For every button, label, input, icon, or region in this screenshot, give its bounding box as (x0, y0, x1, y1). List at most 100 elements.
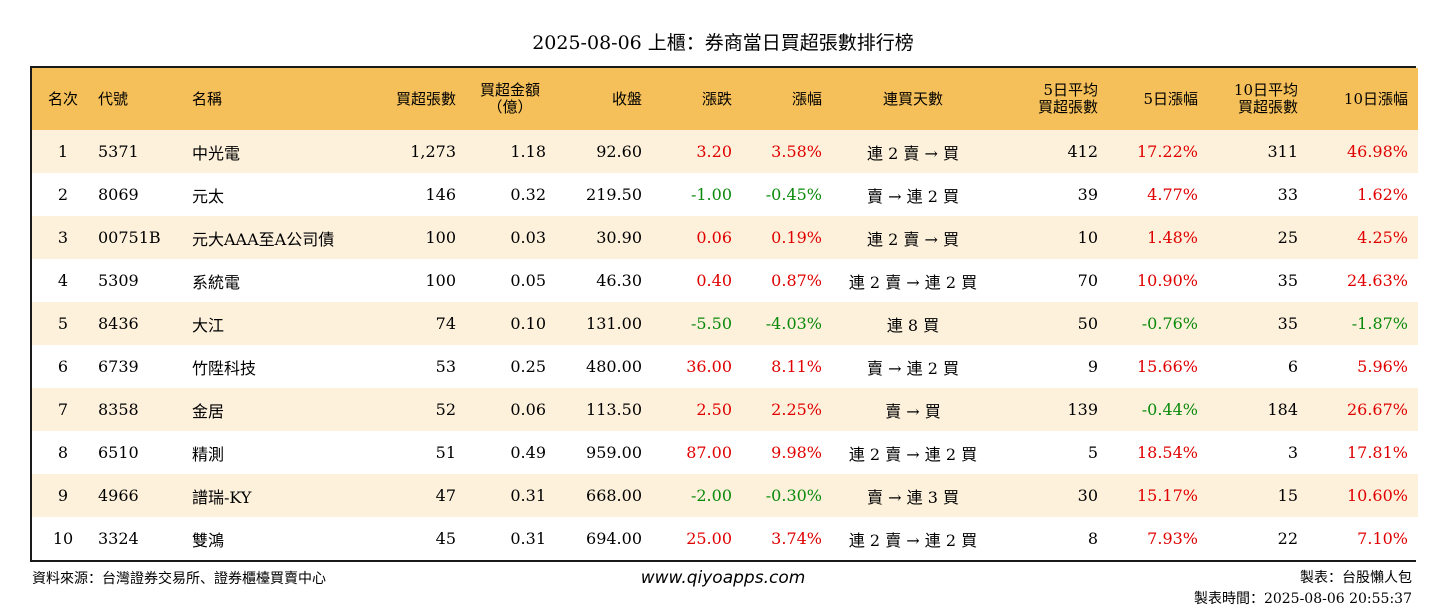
cell-chg5: 15.66% (1136, 357, 1198, 376)
website-link[interactable]: www.qiyoapps.com (640, 568, 806, 588)
cell-avg10: 184 (1267, 400, 1298, 419)
cell-change: 0.06 (696, 228, 732, 247)
cell-net-buy-amount: 0.31 (510, 486, 546, 505)
col-header-avg5-line2: 買超張數 (1037, 98, 1098, 116)
cell-rank: 5 (57, 314, 69, 333)
col-header-avg10-line1: 10日平均 (1233, 81, 1298, 99)
col-header-chg5: 5日漲幅 (1143, 89, 1198, 108)
cell-avg5: 8 (1087, 529, 1098, 548)
cell-net-buy-lots: 52 (435, 400, 456, 419)
table-row: 8 6510 精測 51 0.49 959.00 87.00 9.98% 連 2 賣 → 連 2… (32, 431, 1418, 474)
cell-code: 5309 (98, 271, 139, 290)
cell-change-pct: 0.87% (771, 271, 822, 290)
cell-close: 219.50 (586, 185, 642, 204)
cell-close: 668.00 (586, 486, 642, 505)
cell-name: 譜瑞-KY (192, 487, 252, 507)
cell-chg5: 15.17% (1136, 486, 1198, 505)
cell-consecutive-days: 賣 → 連 3 買 (867, 487, 959, 507)
col-header-rank: 名次 (47, 89, 78, 108)
col-header-chg10: 10日漲幅 (1343, 89, 1408, 108)
cell-code: 8069 (98, 185, 139, 204)
cell-avg5: 412 (1067, 142, 1098, 161)
cell-rank: 1 (57, 142, 69, 161)
cell-close: 113.50 (586, 400, 642, 419)
col-header-net-buy-amount: 買超金額 （億） (460, 68, 560, 130)
cell-consecutive-days: 連 2 賣 → 買 (867, 143, 959, 163)
cell-net-buy-lots: 51 (435, 443, 456, 462)
cell-consecutive-days: 賣 → 買 (885, 401, 941, 421)
cell-net-buy-amount: 0.10 (510, 314, 546, 333)
col-header-avg10-line2: 買超張數 (1237, 98, 1298, 116)
cell-chg5: 10.90% (1136, 271, 1198, 290)
cell-change: -5.50 (690, 314, 732, 333)
cell-chg10: 24.63% (1346, 271, 1408, 290)
cell-chg5: -0.44% (1141, 400, 1198, 419)
ranking-table: 名次 代號 名稱 買超張數 買超金額 （億） 收盤 漲跌 漲幅 連買天數 5日平… (32, 68, 1418, 560)
cell-change: 36.00 (686, 357, 732, 376)
cell-chg10: 46.98% (1346, 142, 1408, 161)
footer-credits: 製表：台股懶人包 製表時間：2025-08-06 20:55:37 (1194, 568, 1412, 610)
cell-change-pct: 3.74% (771, 529, 822, 548)
cell-name: 大江 (192, 315, 225, 335)
cell-avg5: 30 (1077, 486, 1098, 505)
cell-code: 8358 (98, 400, 139, 419)
cell-net-buy-lots: 100 (425, 228, 456, 247)
cell-net-buy-lots: 53 (435, 357, 456, 376)
cell-net-buy-amount: 0.32 (510, 185, 546, 204)
cell-change: 3.20 (696, 142, 732, 161)
cell-avg10: 25 (1277, 228, 1298, 247)
cell-net-buy-amount: 0.25 (510, 357, 546, 376)
col-header-avg10: 10日平均 買超張數 (1202, 68, 1302, 130)
cell-consecutive-days: 連 8 買 (886, 315, 940, 335)
cell-consecutive-days: 連 2 賣 → 連 2 買 (848, 444, 978, 464)
table-row: 6 6739 竹陞科技 53 0.25 480.00 36.00 8.11% 賣 → 連 2 買… (32, 345, 1418, 388)
cell-avg5: 50 (1077, 314, 1098, 333)
cell-consecutive-days: 連 2 賣 → 連 2 買 (848, 530, 978, 550)
cell-change-pct: 9.98% (771, 443, 822, 462)
cell-avg10: 35 (1277, 271, 1298, 290)
ranking-table-container: 名次 代號 名稱 買超張數 買超金額 （億） 收盤 漲跌 漲幅 連買天數 5日平… (30, 66, 1418, 562)
page-title: 2025-08-06 上櫃：券商當日買超張數排行榜 (532, 32, 914, 54)
cell-chg10: 10.60% (1346, 486, 1408, 505)
col-header-close: 收盤 (611, 89, 642, 108)
cell-chg5: 4.77% (1147, 185, 1198, 204)
cell-code: 6739 (98, 357, 139, 376)
col-header-net-buy-amount-line2: （億） (487, 98, 533, 116)
cell-rank: 6 (57, 357, 69, 376)
cell-net-buy-lots: 45 (435, 529, 456, 548)
cell-name: 元大AAA至A公司債 (192, 229, 335, 249)
cell-rank: 8 (57, 443, 69, 462)
cell-avg10: 6 (1287, 357, 1298, 376)
cell-avg5: 139 (1067, 400, 1098, 419)
cell-rank: 4 (57, 271, 69, 290)
cell-chg10: 17.81% (1346, 443, 1408, 462)
cell-chg10: 26.67% (1346, 400, 1408, 419)
cell-avg5: 70 (1077, 271, 1098, 290)
cell-net-buy-lots: 47 (435, 486, 456, 505)
cell-change: 0.40 (696, 271, 732, 290)
header-row: 名次 代號 名稱 買超張數 買超金額 （億） 收盤 漲跌 漲幅 連買天數 5日平… (32, 68, 1418, 130)
cell-close: 480.00 (586, 357, 642, 376)
cell-change-pct: 2.25% (771, 400, 822, 419)
cell-chg5: 1.48% (1147, 228, 1198, 247)
cell-code: 00751B (98, 228, 161, 247)
table-row: 10 3324 雙鴻 45 0.31 694.00 25.00 3.74% 連 2 賣 → 連 … (32, 517, 1418, 560)
cell-avg10: 311 (1267, 142, 1298, 161)
col-header-avg5: 5日平均 買超張數 (996, 68, 1102, 130)
cell-name: 精測 (192, 444, 225, 464)
cell-code: 8436 (98, 314, 139, 333)
cell-change-pct: 8.11% (771, 357, 822, 376)
cell-chg5: -0.76% (1141, 314, 1198, 333)
cell-avg10: 33 (1277, 185, 1298, 204)
table-row: 5 8436 大江 74 0.10 131.00 -5.50 -4.03% 連 8 買 50 -0.… (32, 302, 1418, 345)
cell-net-buy-lots: 100 (425, 271, 456, 290)
timestamp-label: 製表時間：2025-08-06 20:55:37 (1193, 591, 1412, 607)
cell-net-buy-lots: 1,273 (410, 142, 456, 161)
cell-name: 雙鴻 (192, 530, 225, 550)
table-row: 2 8069 元太 146 0.32 219.50 -1.00 -0.45% 賣 → 連 2 買… (32, 173, 1418, 216)
cell-chg10: -1.87% (1351, 314, 1408, 333)
col-header-code: 代號 (98, 89, 129, 108)
cell-close: 30.90 (596, 228, 642, 247)
cell-name: 元太 (192, 186, 225, 206)
cell-change: -1.00 (690, 185, 732, 204)
